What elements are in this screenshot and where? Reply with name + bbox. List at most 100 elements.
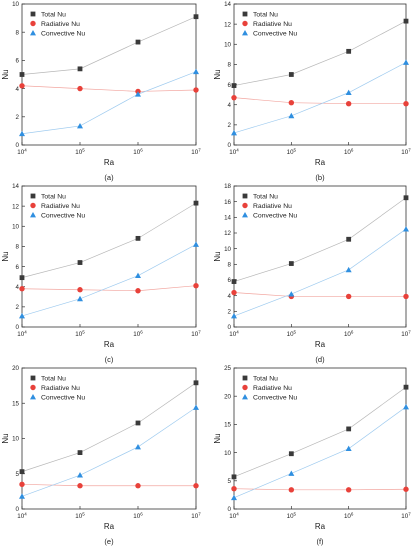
data-point: [19, 83, 25, 89]
data-point: [345, 445, 352, 452]
legend-label: Radiative Nu: [41, 203, 80, 210]
series-convective-nu: [231, 403, 409, 501]
data-point: [403, 226, 409, 232]
data-point: [193, 404, 199, 410]
x-tick-exponent: 5: [294, 329, 297, 334]
data-point: [193, 68, 199, 75]
data-point: [231, 289, 237, 296]
legend-marker: [242, 375, 248, 381]
data-point: [77, 122, 83, 129]
y-tick-label: 8: [228, 262, 232, 269]
x-axis-label: Ra: [315, 522, 326, 531]
series-total-nu: [231, 384, 409, 480]
data-point: [345, 101, 352, 107]
legend-label: Total Nu: [41, 11, 66, 18]
y-tick-label: 20: [224, 393, 231, 400]
series-line: [233, 228, 407, 317]
data-point: [231, 129, 237, 136]
x-tick-exponent: 6: [140, 329, 143, 334]
series-total-nu: [19, 380, 199, 475]
legend-marker: [30, 394, 36, 400]
data-point: [231, 279, 237, 284]
y-tick-label: 10: [224, 41, 231, 48]
data-point: [403, 384, 409, 390]
x-tick-label: 107: [191, 147, 201, 156]
data-point: [19, 275, 25, 281]
x-tick-label: 107: [401, 329, 411, 338]
plot-frame: [21, 185, 197, 328]
legend: Total Nu Radiative Nu Convective Nu: [242, 193, 297, 219]
x-axis-label: Ra: [104, 340, 115, 349]
x-tick-exponent: 5: [82, 329, 85, 334]
data-point: [77, 85, 83, 92]
series-line: [21, 85, 197, 92]
legend: Total Nu Radiative Nu Convective Nu: [242, 11, 297, 37]
legend-marker: [30, 375, 36, 381]
x-tick-label: 107: [401, 511, 411, 520]
legend-marker: [30, 20, 36, 27]
legend-marker: [242, 30, 248, 36]
series-line: [21, 16, 197, 75]
data-point: [288, 470, 295, 476]
legend-label: Convective Nu: [253, 394, 297, 401]
series-convective-nu: [231, 226, 409, 319]
series-line: [233, 488, 407, 491]
data-point: [403, 293, 409, 300]
y-tick-label: 12: [224, 230, 231, 237]
series-radiative-nu: [19, 283, 199, 294]
x-tick-label: 104: [17, 511, 27, 520]
data-point: [231, 83, 237, 88]
series-radiative-nu: [231, 289, 409, 300]
x-tick-base: 10: [17, 513, 24, 520]
legend-label: Convective Nu: [41, 30, 85, 37]
data-point: [346, 48, 352, 54]
data-point: [135, 235, 141, 241]
data-point: [345, 487, 352, 493]
panel-label: (a): [104, 173, 114, 182]
y-tick-label: 8: [16, 29, 20, 36]
x-axis-label: Ra: [104, 522, 115, 531]
data-point: [345, 89, 352, 96]
x-tick-base: 10: [191, 331, 198, 338]
data-point: [135, 483, 141, 489]
series-line: [233, 197, 407, 282]
legend-label: Total Nu: [253, 375, 278, 382]
legend: Total Nu Radiative Nu Convective Nu: [30, 193, 85, 219]
series-radiative-nu: [231, 94, 409, 107]
data-point: [193, 380, 199, 386]
y-tick-label: 4: [228, 102, 232, 109]
x-tick-base: 10: [229, 149, 236, 156]
y-tick-label: 0: [228, 142, 232, 149]
legend-marker: [30, 11, 36, 17]
series-total-nu: [19, 14, 199, 77]
data-point: [135, 420, 141, 426]
data-point: [19, 130, 25, 137]
data-point: [135, 288, 141, 294]
x-tick-label: 105: [75, 511, 85, 520]
y-tick-label: 2: [228, 122, 232, 129]
y-axis-label: Nu: [1, 69, 10, 79]
y-tick-label: 14: [224, 215, 231, 222]
x-tick-label: 106: [133, 147, 143, 156]
data-point: [231, 485, 237, 492]
panel-label: (d): [315, 355, 325, 364]
y-tick-label: 6: [16, 264, 20, 271]
y-axis-label: Nu: [213, 433, 222, 443]
y-tick-label: 12: [12, 203, 19, 210]
legend-marker: [30, 193, 36, 199]
y-tick-label: 14: [12, 183, 19, 190]
legend-marker: [30, 30, 36, 36]
y-tick-label: 5: [16, 471, 20, 478]
series-radiative-nu: [19, 83, 199, 95]
x-tick-exponent: 4: [24, 511, 27, 516]
data-point: [288, 487, 295, 493]
series-convective-nu: [19, 68, 199, 137]
legend-marker: [242, 212, 248, 218]
y-tick-label: 0: [16, 324, 20, 331]
x-tick-exponent: 7: [408, 147, 411, 152]
data-point: [19, 493, 25, 499]
x-tick-base: 10: [17, 331, 24, 338]
